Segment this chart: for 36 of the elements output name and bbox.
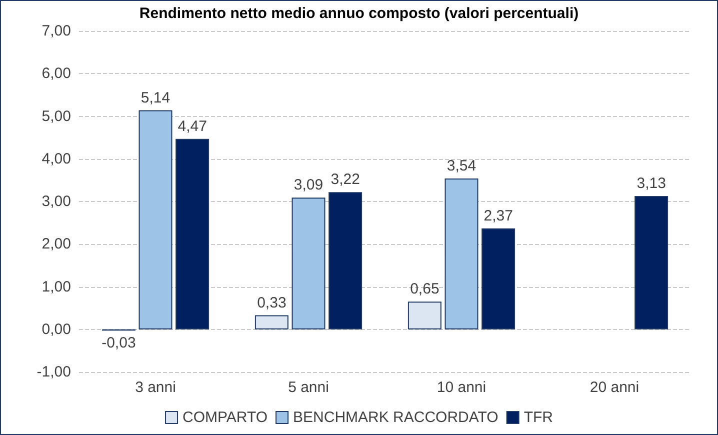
bar [444, 178, 478, 330]
bar [138, 110, 172, 330]
y-tick-label: 7,00 [42, 22, 71, 40]
bar [176, 138, 210, 330]
y-tick-label: 6,00 [42, 65, 71, 82]
y-tick-label: 2,00 [42, 236, 71, 253]
y-tick-label: 3,00 [42, 193, 71, 210]
bar [634, 196, 668, 330]
chart-title: Rendimento netto medio annuo composto (valori percentuali) [139, 5, 579, 22]
data-label: 3,09 [294, 176, 324, 194]
bar [482, 228, 516, 330]
data-label: 4,47 [178, 118, 207, 135]
x-tick-label: 3 anni [135, 379, 176, 396]
data-label: 0,65 [410, 280, 440, 298]
data-label: 5,14 [140, 89, 170, 106]
data-label: 3,22 [330, 171, 360, 188]
bar [408, 302, 442, 330]
data-label: -0,03 [102, 334, 136, 352]
data-label: 0,33 [257, 294, 286, 312]
y-tick-label: -1,00 [36, 364, 71, 380]
legend-label: TFR [524, 409, 554, 426]
y-tick-label: 5,00 [42, 108, 71, 125]
y-tick-label: 4,00 [42, 150, 71, 168]
legend-label: COMPARTO [182, 409, 268, 426]
bar [328, 192, 362, 330]
bar [292, 198, 326, 330]
x-tick-label: 10 anni [436, 379, 486, 396]
x-tick-label: 5 anni [288, 379, 329, 396]
data-label: 3,13 [636, 174, 666, 192]
bar [254, 315, 288, 330]
y-tick-label: 1,00 [42, 278, 71, 296]
legend-label: BENCHMARK RACCORDATO [293, 409, 498, 426]
y-tick-label: 0,00 [42, 320, 71, 338]
data-label: 2,37 [484, 207, 513, 224]
data-label: 3,54 [446, 157, 476, 174]
x-tick-label: 20 anni [590, 379, 640, 396]
